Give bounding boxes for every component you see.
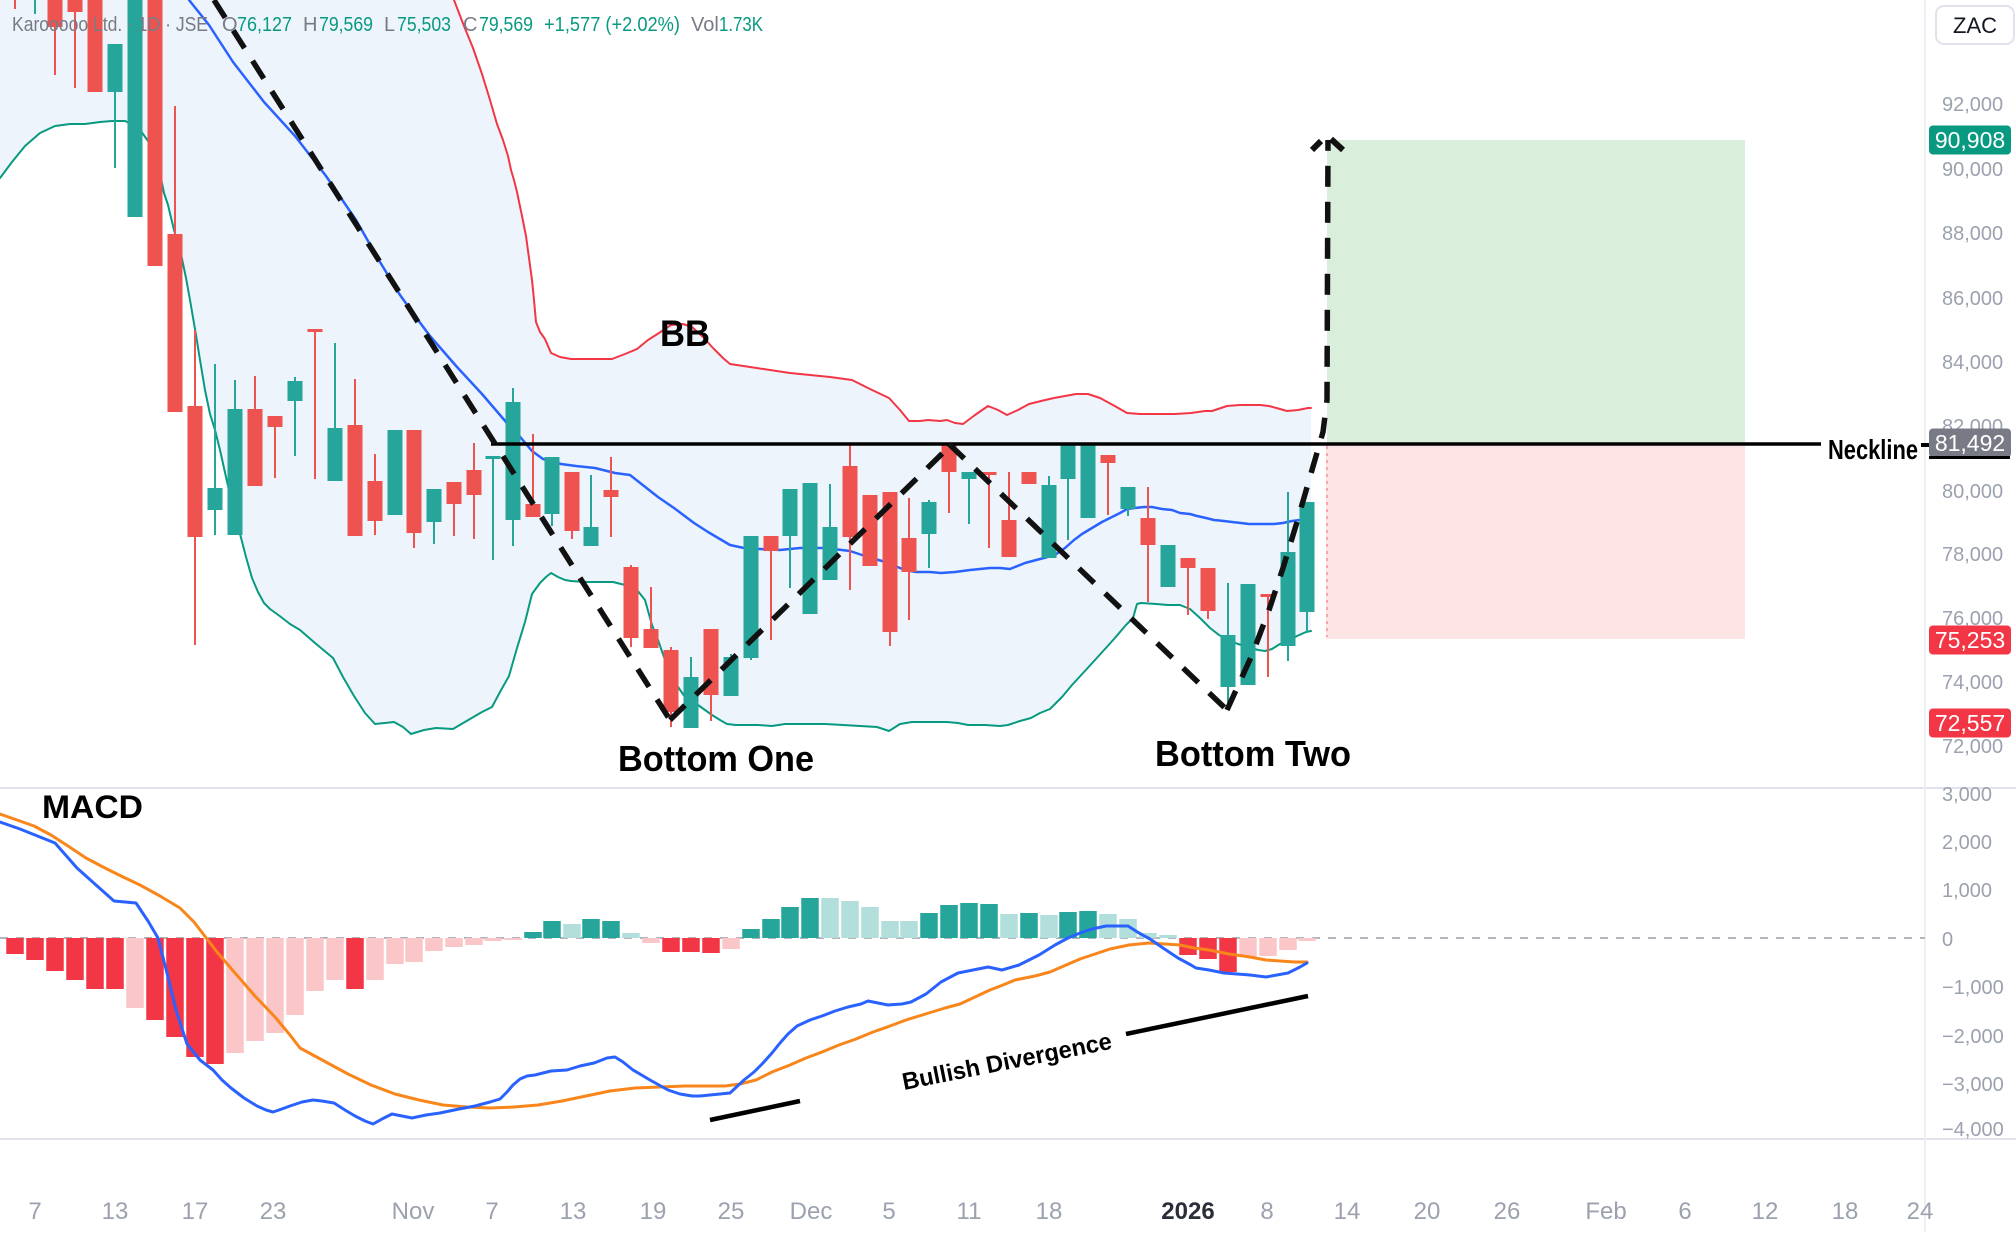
svg-text:−3,000: −3,000 bbox=[1942, 1074, 2004, 1096]
svg-text:H: H bbox=[303, 14, 317, 36]
svg-text:79,569: 79,569 bbox=[319, 14, 373, 36]
svg-text:MACD: MACD bbox=[42, 789, 143, 825]
svg-text:17: 17 bbox=[182, 1198, 209, 1225]
svg-text:+1,577 (+2.02%): +1,577 (+2.02%) bbox=[544, 14, 680, 36]
svg-text:18: 18 bbox=[1036, 1198, 1063, 1225]
svg-text:90,908: 90,908 bbox=[1935, 127, 2005, 153]
svg-text:7: 7 bbox=[485, 1198, 498, 1225]
svg-text:8: 8 bbox=[1260, 1198, 1273, 1225]
svg-text:1,000: 1,000 bbox=[1942, 880, 1992, 902]
svg-text:−1,000: −1,000 bbox=[1942, 977, 2004, 999]
svg-text:2,000: 2,000 bbox=[1942, 832, 1992, 854]
svg-text:25: 25 bbox=[718, 1198, 745, 1225]
svg-text:−2,000: −2,000 bbox=[1942, 1026, 2004, 1048]
svg-text:C: C bbox=[463, 14, 477, 36]
svg-text:ZAC: ZAC bbox=[1953, 13, 1997, 38]
svg-text:14: 14 bbox=[1334, 1198, 1361, 1225]
svg-text:80,000: 80,000 bbox=[1942, 481, 2003, 503]
svg-text:79,569: 79,569 bbox=[479, 14, 533, 36]
svg-text:86,000: 86,000 bbox=[1942, 288, 2003, 310]
svg-text:72,557: 72,557 bbox=[1935, 710, 2005, 736]
svg-text:90,000: 90,000 bbox=[1942, 159, 2003, 181]
svg-text:2026: 2026 bbox=[1161, 1198, 1214, 1225]
svg-text:Vol: Vol bbox=[691, 14, 719, 36]
svg-text:23: 23 bbox=[260, 1198, 287, 1225]
svg-text:13: 13 bbox=[102, 1198, 129, 1225]
svg-text:72,000: 72,000 bbox=[1942, 736, 2003, 758]
svg-text:12: 12 bbox=[1752, 1198, 1779, 1225]
svg-text:7: 7 bbox=[28, 1198, 41, 1225]
svg-text:74,000: 74,000 bbox=[1942, 672, 2003, 694]
svg-text:Nov: Nov bbox=[392, 1198, 435, 1225]
svg-text:88,000: 88,000 bbox=[1942, 223, 2003, 245]
svg-text:3,000: 3,000 bbox=[1942, 784, 1992, 806]
svg-text:Karooooo Ltd. · 1D · JSE: Karooooo Ltd. · 1D · JSE bbox=[12, 14, 208, 36]
svg-text:13: 13 bbox=[560, 1198, 587, 1225]
svg-text:24: 24 bbox=[1907, 1198, 1934, 1225]
svg-text:84,000: 84,000 bbox=[1942, 352, 2003, 374]
svg-text:18: 18 bbox=[1832, 1198, 1859, 1225]
svg-text:6: 6 bbox=[1678, 1198, 1691, 1225]
svg-text:Dec: Dec bbox=[790, 1198, 833, 1225]
svg-text:Bottom Two: Bottom Two bbox=[1155, 733, 1351, 774]
svg-text:76,000: 76,000 bbox=[1942, 608, 2003, 630]
svg-text:26: 26 bbox=[1494, 1198, 1521, 1225]
svg-text:19: 19 bbox=[640, 1198, 667, 1225]
svg-text:20: 20 bbox=[1414, 1198, 1441, 1225]
svg-text:5: 5 bbox=[882, 1198, 895, 1225]
svg-text:Bottom One: Bottom One bbox=[618, 738, 814, 779]
svg-text:92,000: 92,000 bbox=[1942, 94, 2003, 116]
svg-text:Feb: Feb bbox=[1585, 1198, 1626, 1225]
svg-text:1.73K: 1.73K bbox=[719, 14, 764, 36]
svg-text:81,492: 81,492 bbox=[1935, 430, 2005, 456]
svg-text:BB: BB bbox=[660, 313, 710, 354]
svg-text:76,127: 76,127 bbox=[237, 14, 292, 36]
svg-text:78,000: 78,000 bbox=[1942, 544, 2003, 566]
svg-text:L: L bbox=[384, 14, 395, 36]
svg-text:O: O bbox=[222, 14, 238, 36]
svg-text:−4,000: −4,000 bbox=[1942, 1119, 2004, 1141]
svg-text:0: 0 bbox=[1942, 929, 1953, 951]
svg-text:11: 11 bbox=[957, 1198, 982, 1225]
svg-text:75,503: 75,503 bbox=[397, 14, 451, 36]
svg-text:Neckline: Neckline bbox=[1828, 434, 1918, 465]
svg-text:75,253: 75,253 bbox=[1935, 627, 2005, 653]
